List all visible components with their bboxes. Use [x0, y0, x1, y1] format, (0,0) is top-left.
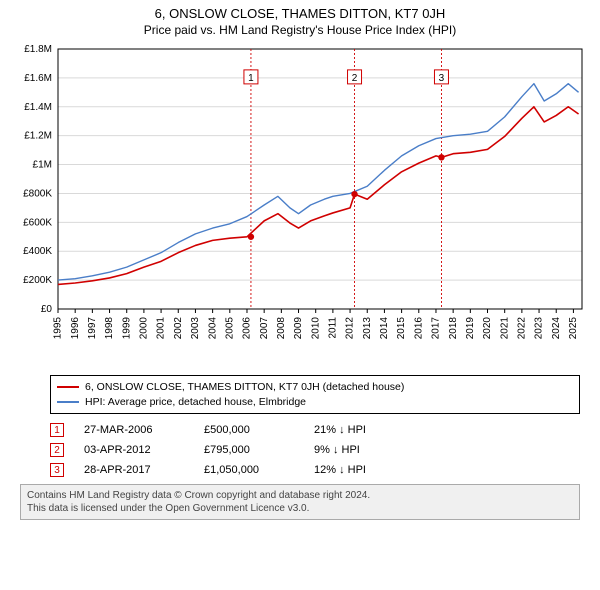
svg-text:2007: 2007 — [259, 317, 270, 340]
event-date: 27-MAR-2006 — [84, 424, 184, 436]
svg-text:£400K: £400K — [23, 246, 52, 257]
svg-text:2025: 2025 — [568, 317, 579, 340]
event-row: 2 03-APR-2012 £795,000 9% ↓ HPI — [50, 440, 580, 460]
event-pct: 9% ↓ HPI — [314, 444, 404, 456]
event-price: £500,000 — [204, 424, 294, 436]
svg-text:£1M: £1M — [33, 160, 52, 171]
svg-text:3: 3 — [439, 73, 445, 84]
svg-text:2014: 2014 — [379, 317, 390, 340]
line-chart: £0 £200K £400K £600K £800K £1M £1.2M £1.4M £1.6M… — [10, 43, 590, 369]
footer-line-1: Contains HM Land Registry data © Crown c… — [27, 489, 573, 502]
chart-area: £0 £200K £400K £600K £800K £1M £1.2M £1.4M £1.6M… — [10, 43, 590, 369]
footer-attribution: Contains HM Land Registry data © Crown c… — [20, 484, 580, 520]
event-pct: 21% ↓ HPI — [314, 424, 404, 436]
svg-text:£1.4M: £1.4M — [24, 102, 52, 113]
svg-text:£1.6M: £1.6M — [24, 73, 52, 84]
svg-text:£800K: £800K — [23, 188, 52, 199]
svg-text:2000: 2000 — [139, 317, 150, 340]
event-badge: 1 — [50, 423, 64, 437]
svg-text:2021: 2021 — [499, 317, 510, 340]
legend-swatch — [57, 401, 79, 403]
event-table: 1 27-MAR-2006 £500,000 21% ↓ HPI 2 03-APR-201… — [50, 420, 580, 480]
svg-text:£1.8M: £1.8M — [24, 44, 52, 55]
svg-text:2013: 2013 — [362, 317, 373, 340]
svg-text:2002: 2002 — [173, 317, 184, 340]
svg-text:2015: 2015 — [396, 317, 407, 340]
svg-text:2005: 2005 — [224, 317, 235, 340]
svg-text:2016: 2016 — [413, 317, 424, 340]
svg-text:2017: 2017 — [431, 317, 442, 340]
svg-text:2010: 2010 — [310, 317, 321, 340]
svg-text:£0: £0 — [41, 304, 53, 315]
legend-label: HPI: Average price, detached house, Elmb… — [85, 395, 306, 410]
event-row: 3 28-APR-2017 £1,050,000 12% ↓ HPI — [50, 460, 580, 480]
svg-text:2018: 2018 — [448, 317, 459, 340]
event-price: £795,000 — [204, 444, 294, 456]
svg-text:1998: 1998 — [104, 317, 115, 340]
svg-text:2001: 2001 — [156, 317, 167, 340]
chart-container: 6, ONSLOW CLOSE, THAMES DITTON, KT7 0JH … — [0, 0, 600, 590]
svg-text:£200K: £200K — [23, 275, 52, 286]
event-pct: 12% ↓ HPI — [314, 464, 404, 476]
svg-text:2012: 2012 — [345, 317, 356, 340]
svg-text:2023: 2023 — [534, 317, 545, 340]
svg-text:1997: 1997 — [87, 317, 98, 340]
svg-text:2006: 2006 — [242, 317, 253, 340]
event-date: 28-APR-2017 — [84, 464, 184, 476]
legend-swatch — [57, 386, 79, 388]
svg-text:2019: 2019 — [465, 317, 476, 340]
svg-text:2022: 2022 — [517, 317, 528, 340]
title-line-1: 6, ONSLOW CLOSE, THAMES DITTON, KT7 0JH — [10, 6, 590, 21]
svg-text:2024: 2024 — [551, 317, 562, 340]
event-badge: 3 — [50, 463, 64, 477]
svg-text:2004: 2004 — [207, 317, 218, 340]
event-badge: 2 — [50, 443, 64, 457]
svg-text:2: 2 — [352, 73, 358, 84]
legend-item: HPI: Average price, detached house, Elmb… — [57, 395, 573, 410]
svg-text:1: 1 — [248, 73, 254, 84]
svg-text:1996: 1996 — [70, 317, 81, 340]
title-line-2: Price paid vs. HM Land Registry's House … — [10, 23, 590, 37]
titles: 6, ONSLOW CLOSE, THAMES DITTON, KT7 0JH … — [10, 6, 590, 43]
legend-item: 6, ONSLOW CLOSE, THAMES DITTON, KT7 0JH … — [57, 380, 573, 395]
svg-text:2011: 2011 — [328, 317, 339, 339]
svg-text:2003: 2003 — [190, 317, 201, 340]
svg-text:2009: 2009 — [293, 317, 304, 340]
svg-text:1995: 1995 — [53, 317, 64, 340]
svg-text:£1.2M: £1.2M — [24, 131, 52, 142]
svg-text:2020: 2020 — [482, 317, 493, 340]
svg-text:£600K: £600K — [23, 217, 52, 228]
legend: 6, ONSLOW CLOSE, THAMES DITTON, KT7 0JH … — [50, 375, 580, 414]
event-row: 1 27-MAR-2006 £500,000 21% ↓ HPI — [50, 420, 580, 440]
svg-text:1999: 1999 — [121, 317, 132, 340]
event-price: £1,050,000 — [204, 464, 294, 476]
svg-text:2008: 2008 — [276, 317, 287, 340]
footer-line-2: This data is licensed under the Open Gov… — [27, 502, 573, 515]
event-date: 03-APR-2012 — [84, 444, 184, 456]
legend-label: 6, ONSLOW CLOSE, THAMES DITTON, KT7 0JH … — [85, 380, 404, 395]
